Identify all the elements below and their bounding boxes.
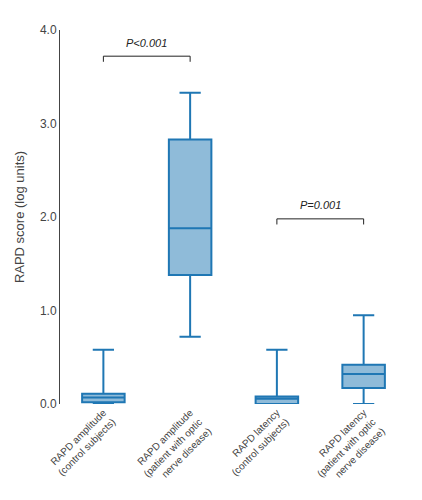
svg-text:RAPD latency(control subjects): RAPD latency(control subjects)	[220, 407, 291, 478]
svg-text:4.0: 4.0	[40, 23, 57, 37]
svg-text:RAPD score (log units): RAPD score (log units)	[12, 151, 27, 283]
svg-text:0.0: 0.0	[40, 397, 57, 411]
svg-text:1.0: 1.0	[40, 304, 57, 318]
svg-text:RAPD latency(patient with opti: RAPD latency(patient with opticnerve dis…	[306, 407, 387, 488]
svg-text:P=0.001: P=0.001	[300, 199, 341, 211]
svg-text:P<0.001: P<0.001	[126, 37, 167, 49]
svg-text:2.0: 2.0	[40, 210, 57, 224]
svg-text:RAPD amplitude(control subject: RAPD amplitude(control subjects)	[47, 407, 118, 478]
svg-text:RAPD amplitude(patient with op: RAPD amplitude(patient with opticnerve d…	[132, 407, 214, 489]
svg-text:3.0: 3.0	[40, 117, 57, 131]
